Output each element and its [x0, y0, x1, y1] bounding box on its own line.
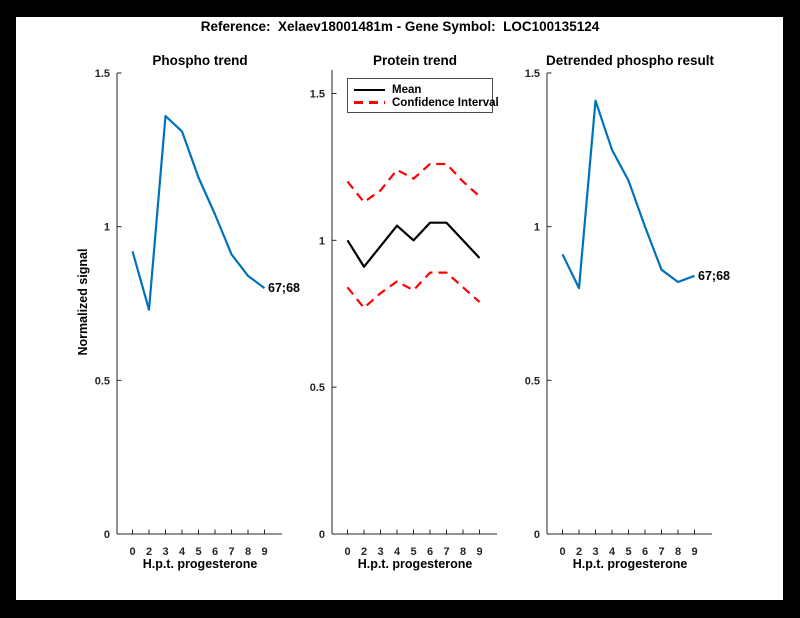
x-tick-label: 9 [476, 546, 482, 558]
x-tick-label: 0 [559, 546, 565, 558]
x-tick-label: 4 [609, 546, 616, 558]
y-tick-label: 1 [319, 235, 325, 247]
x-tick-label: 4 [179, 546, 186, 558]
y-tick-label: 0.5 [310, 382, 325, 394]
legend-row-mean: Mean [354, 83, 492, 96]
y-axis-label: Normalized signal [76, 248, 90, 356]
x-tick-label: 5 [195, 546, 201, 558]
y-tick-label: 1.5 [310, 88, 325, 100]
x-tick-label: 6 [427, 546, 433, 558]
y-tick-label: 0 [534, 529, 540, 541]
x-tick-label: 8 [245, 546, 251, 558]
x-tick-label: 8 [675, 546, 681, 558]
subplot-3: 0 2 3 4 5 6 7 8 900.511.5 [525, 68, 712, 558]
x-tick-label: 0 [129, 546, 135, 558]
x-tick-label: 9 [691, 546, 697, 558]
x-tick-label: 8 [460, 546, 466, 558]
subplot-title-phospho-trend: Phospho trend [152, 53, 248, 68]
endpoint-annotation-1: 67;68 [268, 281, 300, 295]
figure-background [16, 17, 783, 600]
subplot-1: 0 2 3 4 5 6 7 8 900.511.5 [95, 68, 282, 558]
x-tick-label: 0 [344, 546, 350, 558]
x-tick-label: 3 [162, 546, 168, 558]
x-tick-label: 2 [146, 546, 152, 558]
mean-line-0 [346, 221, 481, 268]
x-tick-label: 6 [642, 546, 648, 558]
confidence-interval-line-2 [346, 271, 481, 309]
y-tick-label: 1.5 [95, 68, 110, 80]
legend-label-confidence-interval: Confidence Interval [392, 96, 499, 109]
x-tick-label: 3 [377, 546, 383, 558]
y-tick-label: 0 [104, 529, 110, 541]
x-tick-label: 2 [576, 546, 582, 558]
trend-line [561, 99, 695, 290]
y-tick-label: 0 [319, 529, 325, 541]
confidence-interval-line-sample-icon [354, 101, 385, 104]
legend-row-confidence-interval: Confidence Interval [354, 96, 499, 109]
x-tick-label: 9 [261, 546, 267, 558]
mean-line-sample-icon [354, 88, 385, 91]
legend: Mean Confidence Interval [347, 78, 499, 113]
y-tick-label: 0.5 [525, 375, 540, 387]
endpoint-annotation-3: 67;68 [698, 269, 730, 283]
trend-line [131, 114, 266, 311]
x-tick-label: 2 [361, 546, 367, 558]
x-tick-label: 5 [410, 546, 416, 558]
x-tick-label: 7 [658, 546, 664, 558]
x-axis-label-3: H.p.t. progesterone [572, 557, 688, 571]
y-tick-label: 1.5 [525, 68, 540, 80]
confidence-interval-line-1 [346, 162, 481, 204]
subplot-2: 0 2 3 4 5 6 7 8 900.511.5 [310, 70, 497, 558]
x-axis-label-1: H.p.t. progesterone [142, 557, 258, 571]
y-tick-label: 1 [534, 222, 540, 234]
subplot-title-protein-trend: Protein trend [372, 53, 457, 68]
x-tick-label: 5 [625, 546, 631, 558]
x-axis-label-2: H.p.t. progesterone [357, 557, 473, 571]
x-tick-label: 7 [443, 546, 449, 558]
figure-title: Reference: Xelaev18001481m - Gene Symbol… [200, 19, 600, 34]
x-tick-label: 3 [592, 546, 598, 558]
y-tick-label: 0.5 [95, 375, 110, 387]
legend-label-mean: Mean [392, 83, 422, 96]
x-tick-label: 4 [394, 546, 401, 558]
y-tick-label: 1 [104, 222, 110, 234]
subplot-title-detrended-phospho: Detrended phospho result [545, 53, 714, 68]
x-tick-label: 6 [212, 546, 218, 558]
x-tick-label: 7 [228, 546, 234, 558]
